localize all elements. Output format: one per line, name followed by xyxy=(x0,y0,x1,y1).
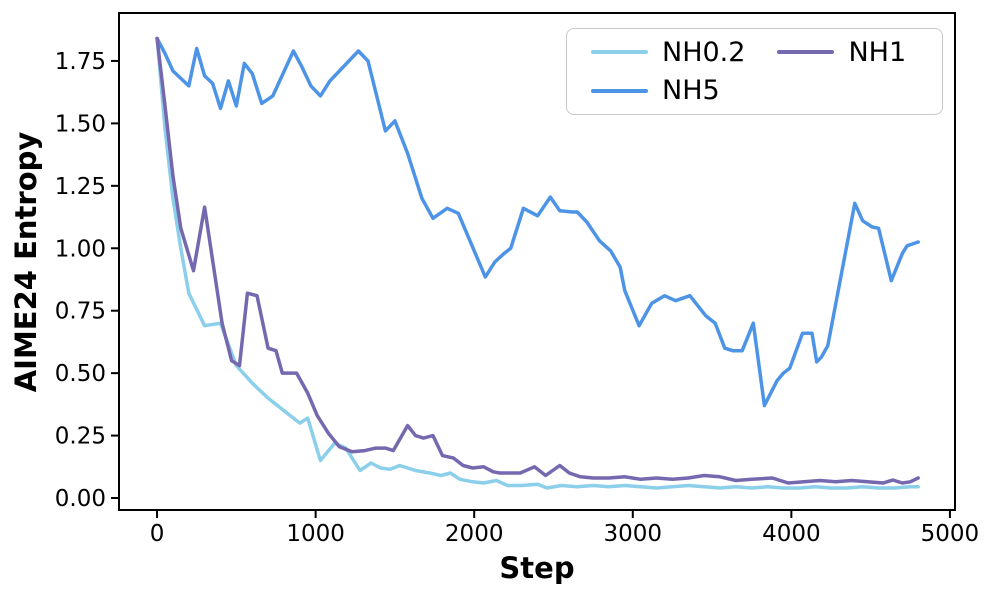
y-tick-label: 0.50 xyxy=(55,361,106,387)
axis-ticks: 0 1000 2000 3000 4000 5000 0.00 0.25 0.50 0.75 1.0… xyxy=(55,49,979,547)
legend-label-nh0_2: NH0.2 xyxy=(662,36,746,68)
series-line-nh5 xyxy=(155,36,920,408)
legend-item-nh0_2: NH0.2 xyxy=(591,37,745,68)
x-tick-label: 0 xyxy=(150,521,165,547)
y-tick-label: 1.75 xyxy=(55,49,106,75)
legend-line-swatch-nh0_2 xyxy=(591,50,648,55)
y-tick-label: 1.25 xyxy=(55,174,106,200)
legend-item-nh5: NH5 xyxy=(591,75,745,106)
y-tick-label: 0.75 xyxy=(55,299,106,325)
x-tick-label: 4000 xyxy=(762,521,821,547)
x-tick-label: 3000 xyxy=(604,521,663,547)
y-tick-label: 1.50 xyxy=(55,111,106,137)
legend-line-swatch-nh1 xyxy=(777,50,835,55)
y-tick-label: 1.00 xyxy=(55,236,106,262)
x-tick-label: 1000 xyxy=(286,521,345,547)
y-tick-label: 0.00 xyxy=(55,486,106,512)
legend-label-nh5: NH5 xyxy=(662,75,720,107)
y-axis-label: AIME24 Entropy xyxy=(9,132,43,393)
legend-line-swatch-nh5 xyxy=(591,88,648,93)
legend-label-nh1: NH1 xyxy=(848,36,907,68)
x-axis-label: Step xyxy=(499,551,574,585)
legend-box: NH0.2 NH5 NH1 xyxy=(566,28,943,115)
legend-item-nh1: NH1 xyxy=(777,37,906,68)
x-tick-label: 5000 xyxy=(921,521,980,547)
plot-border xyxy=(118,12,956,511)
chart-lines xyxy=(155,36,920,490)
series-line-nh1 xyxy=(155,36,920,485)
series-line-nh0_2 xyxy=(155,36,920,490)
x-tick-label: 2000 xyxy=(445,521,504,547)
y-tick-label: 0.25 xyxy=(55,424,106,450)
